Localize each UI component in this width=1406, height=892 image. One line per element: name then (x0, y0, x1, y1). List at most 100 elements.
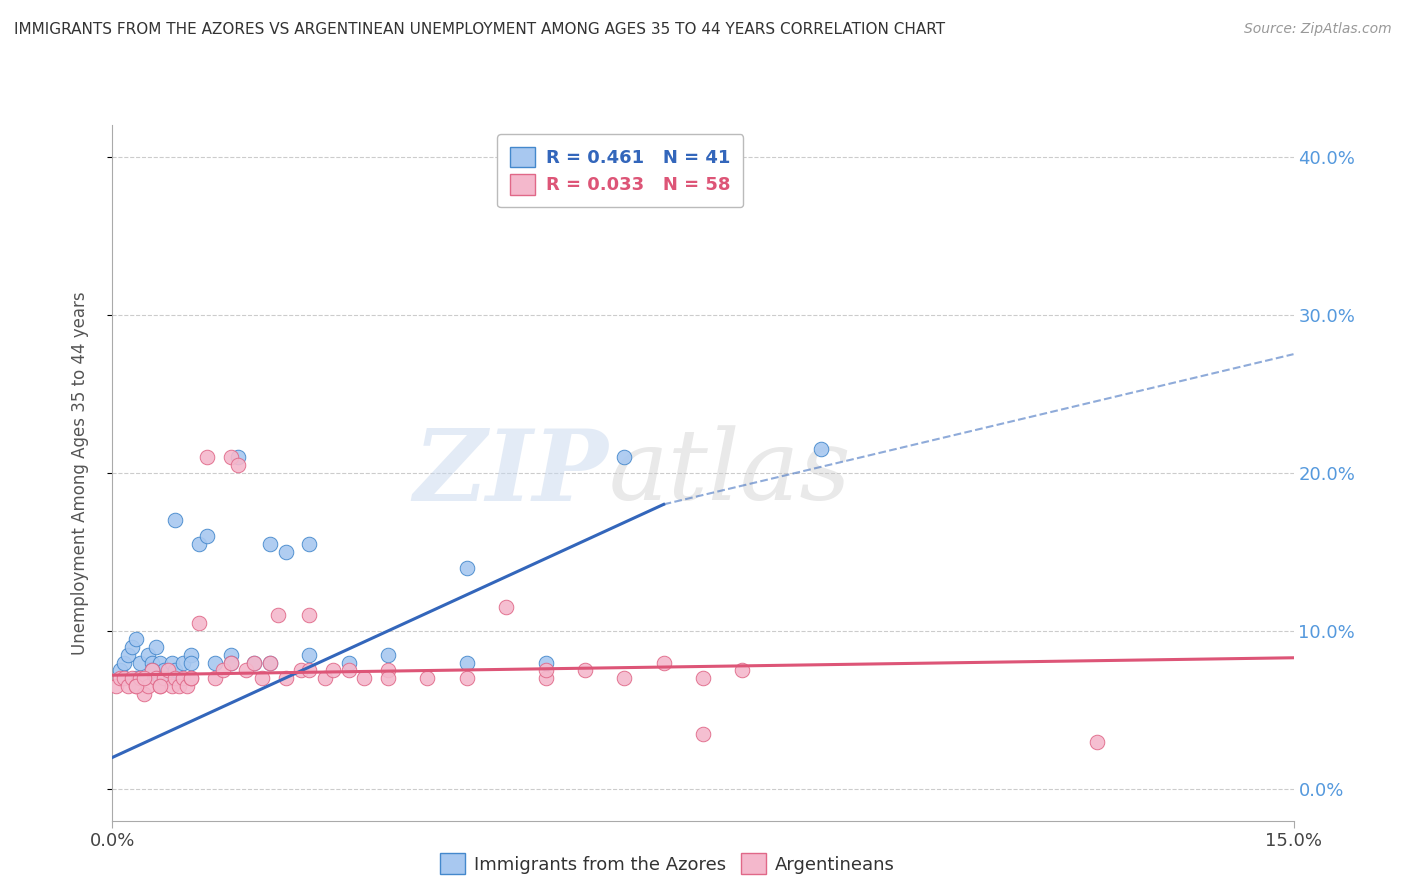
Point (692, 726, 714, 740)
Point (574, 664, 596, 678)
Point (149, 679, 172, 693)
Point (290, 664, 312, 678)
Text: IMMIGRANTS FROM THE AZORES VS ARGENTINEAN UNEMPLOYMENT AMONG AGES 35 TO 44 YEARS: IMMIGRANTS FROM THE AZORES VS ARGENTINEA… (14, 22, 945, 37)
Point (228, 450, 250, 464)
Point (534, 664, 557, 678)
Point (145, 640, 167, 654)
Point (377, 671, 399, 685)
Point (149, 679, 172, 693)
Point (110, 664, 132, 678)
Point (416, 671, 439, 685)
Point (125, 671, 148, 685)
Point (105, 679, 128, 693)
Point (172, 656, 194, 670)
Point (204, 656, 226, 670)
Point (121, 640, 143, 654)
Point (495, 600, 517, 615)
Point (377, 664, 399, 678)
Point (243, 656, 266, 670)
Point (112, 671, 135, 685)
Point (456, 560, 478, 574)
Point (211, 664, 233, 678)
Point (228, 458, 250, 472)
Point (132, 687, 155, 701)
Point (160, 656, 183, 670)
Point (117, 648, 139, 662)
Point (353, 671, 375, 685)
Point (195, 529, 218, 543)
Point (160, 679, 183, 693)
Point (298, 608, 321, 623)
Point (117, 679, 139, 693)
Point (337, 656, 360, 670)
Point (165, 513, 187, 527)
Point (259, 656, 281, 670)
Point (156, 664, 179, 678)
Point (534, 656, 557, 670)
Point (141, 664, 163, 678)
Point (176, 679, 198, 693)
Point (188, 615, 211, 630)
Text: ZIP: ZIP (413, 425, 609, 521)
Point (125, 679, 148, 693)
Point (152, 664, 174, 678)
Point (145, 671, 167, 685)
Point (235, 664, 257, 678)
Point (132, 671, 155, 685)
Point (121, 671, 143, 685)
Point (613, 671, 636, 685)
Point (250, 671, 273, 685)
Point (180, 656, 202, 670)
Point (243, 656, 266, 670)
Point (204, 671, 226, 685)
Point (156, 671, 179, 685)
Point (274, 545, 297, 559)
Point (259, 656, 281, 670)
Point (165, 664, 187, 678)
Y-axis label: Unemployment Among Ages 35 to 44 years: Unemployment Among Ages 35 to 44 years (70, 291, 89, 655)
Point (613, 450, 636, 464)
Point (810, 442, 832, 456)
Point (141, 664, 163, 678)
Point (149, 656, 172, 670)
Point (136, 679, 159, 693)
Point (259, 537, 281, 551)
Point (534, 671, 557, 685)
Point (149, 671, 172, 685)
Text: Source: ZipAtlas.com: Source: ZipAtlas.com (1244, 22, 1392, 37)
Point (692, 671, 714, 685)
Point (136, 648, 159, 662)
Point (125, 679, 148, 693)
Point (731, 664, 754, 678)
Legend: Immigrants from the Azores, Argentineans: Immigrants from the Azores, Argentineans (433, 846, 903, 881)
Point (180, 648, 202, 662)
Point (337, 664, 360, 678)
Point (219, 450, 242, 464)
Point (314, 671, 336, 685)
Point (267, 608, 290, 623)
Point (456, 656, 478, 670)
Point (188, 537, 211, 551)
Point (456, 671, 478, 685)
Point (129, 671, 152, 685)
Point (110, 671, 132, 685)
Point (125, 632, 148, 646)
Point (1085, 734, 1108, 748)
Point (219, 656, 242, 670)
Point (298, 648, 321, 662)
Point (219, 648, 242, 662)
Point (180, 671, 202, 685)
Point (652, 656, 675, 670)
Point (129, 656, 152, 670)
Point (141, 656, 163, 670)
Point (112, 656, 135, 670)
Point (274, 671, 297, 685)
Point (322, 664, 344, 678)
Point (172, 671, 194, 685)
Point (298, 664, 321, 678)
Point (152, 671, 174, 685)
Point (169, 679, 191, 693)
Text: atlas: atlas (609, 425, 851, 520)
Point (298, 537, 321, 551)
Point (165, 671, 187, 685)
